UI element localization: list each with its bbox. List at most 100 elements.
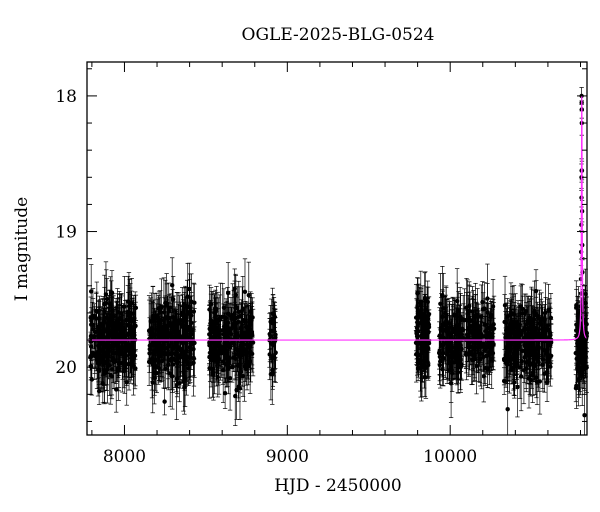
data-point [455,296,460,326]
data-point [96,313,101,358]
data-point [165,328,170,367]
data-point [512,305,517,359]
data-point [221,328,226,366]
data-point [109,270,115,315]
data-point [107,289,113,357]
y-tick-label: 20 [55,358,77,378]
data-point [102,343,107,405]
data-point [574,362,579,409]
data-point [207,343,212,371]
data-point [152,310,158,373]
model-curve [87,95,588,341]
data-point [490,336,496,370]
x-axis-label: HJD - 2450000 [274,476,402,496]
data-point [120,311,125,357]
data-point [131,335,137,368]
data-point [582,380,587,435]
data-point [111,307,116,355]
data-point [523,293,529,329]
data-point [240,322,245,387]
data-point [573,335,578,371]
data-point [456,308,462,380]
data-point [107,326,112,367]
data-point [507,302,513,372]
data-point [161,277,167,348]
data-point [125,313,131,383]
data-point [211,328,216,379]
data-point [184,320,189,382]
data-point [457,308,462,360]
data-point [487,317,493,368]
data-point [533,333,538,395]
data-point [94,292,99,329]
data-point [214,325,219,363]
data-point [159,329,164,378]
chart-title: OGLE-2025-BLG-0524 [242,25,435,45]
data-point [234,322,239,376]
data-point [459,349,464,380]
data-point [162,387,167,416]
data-point [532,315,537,383]
data-point [149,339,155,379]
data-point [515,311,521,351]
data-point [226,290,231,337]
data-point [148,320,153,352]
data-point [574,280,579,335]
y-tick-label: 19 [55,223,77,243]
plot-frame [86,61,588,436]
data-point [516,306,521,370]
data-point [173,309,178,348]
data-point [178,305,183,336]
data-point [226,340,231,383]
data-point [228,297,234,336]
x-tick-label: 9000 [266,447,309,467]
data-point [474,337,479,395]
data-point [536,303,542,367]
data-point [271,301,277,344]
data-point [515,356,520,418]
data-point [98,330,104,393]
data-point [452,298,457,331]
data-point [519,344,524,379]
data-point [469,316,475,349]
data-point [542,304,547,336]
data-point [192,283,197,322]
data-point [232,268,237,309]
x-tick-label: 10000 [423,447,477,467]
data-point [218,337,224,370]
data-point [527,314,532,384]
y-axis-label: I magnitude [12,197,32,301]
data-point [105,328,111,357]
data-point [175,332,180,395]
data-point [230,317,236,367]
data-point [270,335,275,405]
data-point [242,258,248,326]
data-point [485,263,490,334]
data-point [441,272,446,344]
y-tick-label: 18 [55,87,77,107]
data-point [577,341,582,379]
data-point [250,297,255,338]
data-point [191,322,196,377]
data-point [171,331,177,362]
data-point [152,351,157,405]
data-point [478,328,483,361]
data-point [270,360,276,387]
data-point [445,330,451,379]
data-point [122,276,127,338]
data-point [128,329,133,374]
data-point [114,366,119,413]
axis-ticks: 8000 9000 10000 18 19 20 [55,62,587,467]
data-point [505,379,510,435]
data-point [128,287,133,319]
data-point [417,300,423,332]
data-point [454,319,460,386]
data-point [468,303,473,349]
data-point [132,303,137,333]
data-point [484,301,489,373]
data-point [473,309,479,338]
data-point [119,293,124,333]
data-point [448,315,454,373]
data-point [425,298,431,334]
